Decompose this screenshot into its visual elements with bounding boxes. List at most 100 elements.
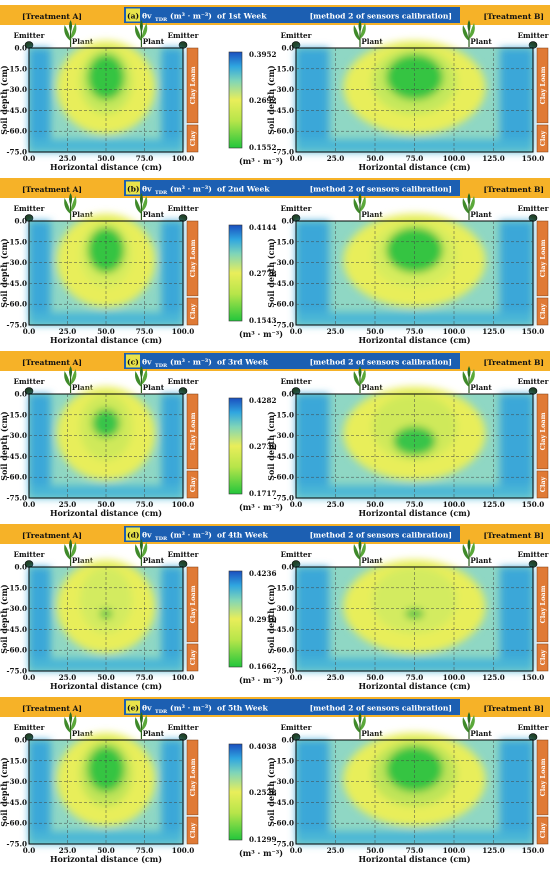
dry-zone [79,567,133,634]
wet-zone [161,567,183,671]
x-tick-label: 100.0 [172,500,195,509]
y-tick-label: -75.0 [7,321,28,330]
x-tick-label: 0.0 [290,327,303,336]
y-tick-label: -30.0 [274,85,295,94]
x-tick-label: 0.0 [23,673,36,682]
emitter-icon [528,214,538,222]
x-tick-label: 150.0 [522,673,545,682]
plant-label: Plant [361,729,383,738]
soil-strip-clay [186,470,199,499]
y-tick-label: -45.0 [7,625,28,634]
x-tick-label: 125.0 [482,154,505,163]
method-label: [method 2 of sensors calibration] [310,185,452,194]
x-axis-label: Horizontal distance (cm) [50,335,162,345]
wet-zone [296,740,330,844]
emitter-label: Emitter [518,550,549,559]
wet-zone [499,740,533,844]
treatment-a-label: [Treatment A] [22,12,82,21]
title-week: of 3rd Week [217,358,269,367]
x-axis-label: Horizontal distance (cm) [358,162,470,172]
y-tick-label: -15.0 [7,237,28,246]
title-box [124,699,460,715]
wet-zone [499,221,533,325]
y-axis-label: Soil depth (cm) [266,238,276,308]
soil-label-clay: Clay [189,303,197,319]
title-unit: (m³ · m⁻³) [170,531,212,540]
y-tick-label: -30.0 [274,431,295,440]
y-tick-label: 0.0 [14,44,27,53]
dry-core [386,746,443,792]
heatmap-blobs [296,386,533,498]
panel-label-box [126,354,140,368]
x-tick-label: 100.0 [172,846,195,855]
soil-strip-clay-loam [186,739,199,816]
soil-strip-clay [536,124,549,153]
plant-leaf [359,715,366,731]
week-block: [Treatment A] [Treatment B](b) θv TDR (m³ · … [0,178,550,345]
title-theta: θv [142,12,152,21]
plant-leaf [69,539,73,552]
soil-label-clay-loam: Clay Loam [189,758,197,796]
y-tick-label: -60.0 [7,300,28,309]
y-tick-label: -60.0 [7,127,28,136]
heatmap-b: 0.0 25.0 50.0 75.0 100.0 125.0 150.0 0.0 -15.0 -3… [266,40,549,172]
x-tick-label: 150.0 [522,327,545,336]
x-tick-label: 25.0 [327,500,345,509]
y-tick-label: 0.0 [281,217,294,226]
y-axis-label: Soil depth (cm) [0,65,9,135]
x-axis-label: Horizontal distance (cm) [358,508,470,518]
heatmap-blobs [29,732,183,844]
x-tick-label: 50.0 [366,500,384,509]
plant-leaf [359,196,366,212]
soil-strip-clay [186,816,199,845]
y-tick-label: -60.0 [7,473,28,482]
emitter-label: Emitter [518,723,549,732]
plant-label: Plant [470,37,492,46]
x-axis-label: Horizontal distance (cm) [358,335,470,345]
title-unit: (m³ · m⁻³) [170,12,212,21]
soil-strip-clay-loam [186,393,199,470]
soil-label-clay-loam: Clay Loam [539,66,547,104]
y-axis-label: Soil depth (cm) [266,757,276,827]
plant-leaf [358,712,362,725]
title-week: of 1st Week [217,12,267,21]
dry-core [386,227,443,273]
x-tick-label: 100.0 [443,327,466,336]
colorbar-min: 0.1543 [249,316,277,325]
colorbar-min: 0.1299 [249,835,277,844]
y-tick-label: -15.0 [7,410,28,419]
soil-strip-clay [536,470,549,499]
emitter-label: Emitter [281,204,312,213]
y-tick-label: -45.0 [274,625,295,634]
plant-leaf [469,23,475,39]
y-axis-label: Soil depth (cm) [0,411,9,481]
emitter-label: Emitter [168,204,199,213]
soil-label-clay: Clay [539,130,547,146]
plant-leaf [139,366,143,379]
y-axis-label: Soil depth (cm) [266,584,276,654]
title-unit: (m³ · m⁻³) [170,358,212,367]
plant-label: Plant [72,37,94,46]
y-tick-label: -30.0 [274,777,295,786]
week-block: [Treatment A] [Treatment B](e) θv TDR (m³ · … [0,697,550,864]
plant-leaf [64,371,71,387]
emitter-label: Emitter [518,204,549,213]
y-tick-label: -45.0 [7,279,28,288]
colorbar-min: 0.1662 [249,662,277,671]
x-tick-label: 0.0 [290,500,303,509]
wet-zone [161,221,183,325]
y-tick-label: 0.0 [281,736,294,745]
plant-leaf [139,20,143,33]
plant-leaf [467,539,471,552]
y-tick-label: -15.0 [274,237,295,246]
x-tick-label: 25.0 [59,327,77,336]
title-box [124,180,460,196]
soil-label-clay: Clay [539,649,547,665]
x-tick-label: 25.0 [59,846,77,855]
treatment-b-label: [Treatment B] [483,12,544,21]
y-tick-label: -30.0 [7,258,28,267]
y-tick-label: -75.0 [7,148,28,157]
emitter-icon [178,733,188,741]
y-tick-label: -75.0 [274,840,295,849]
